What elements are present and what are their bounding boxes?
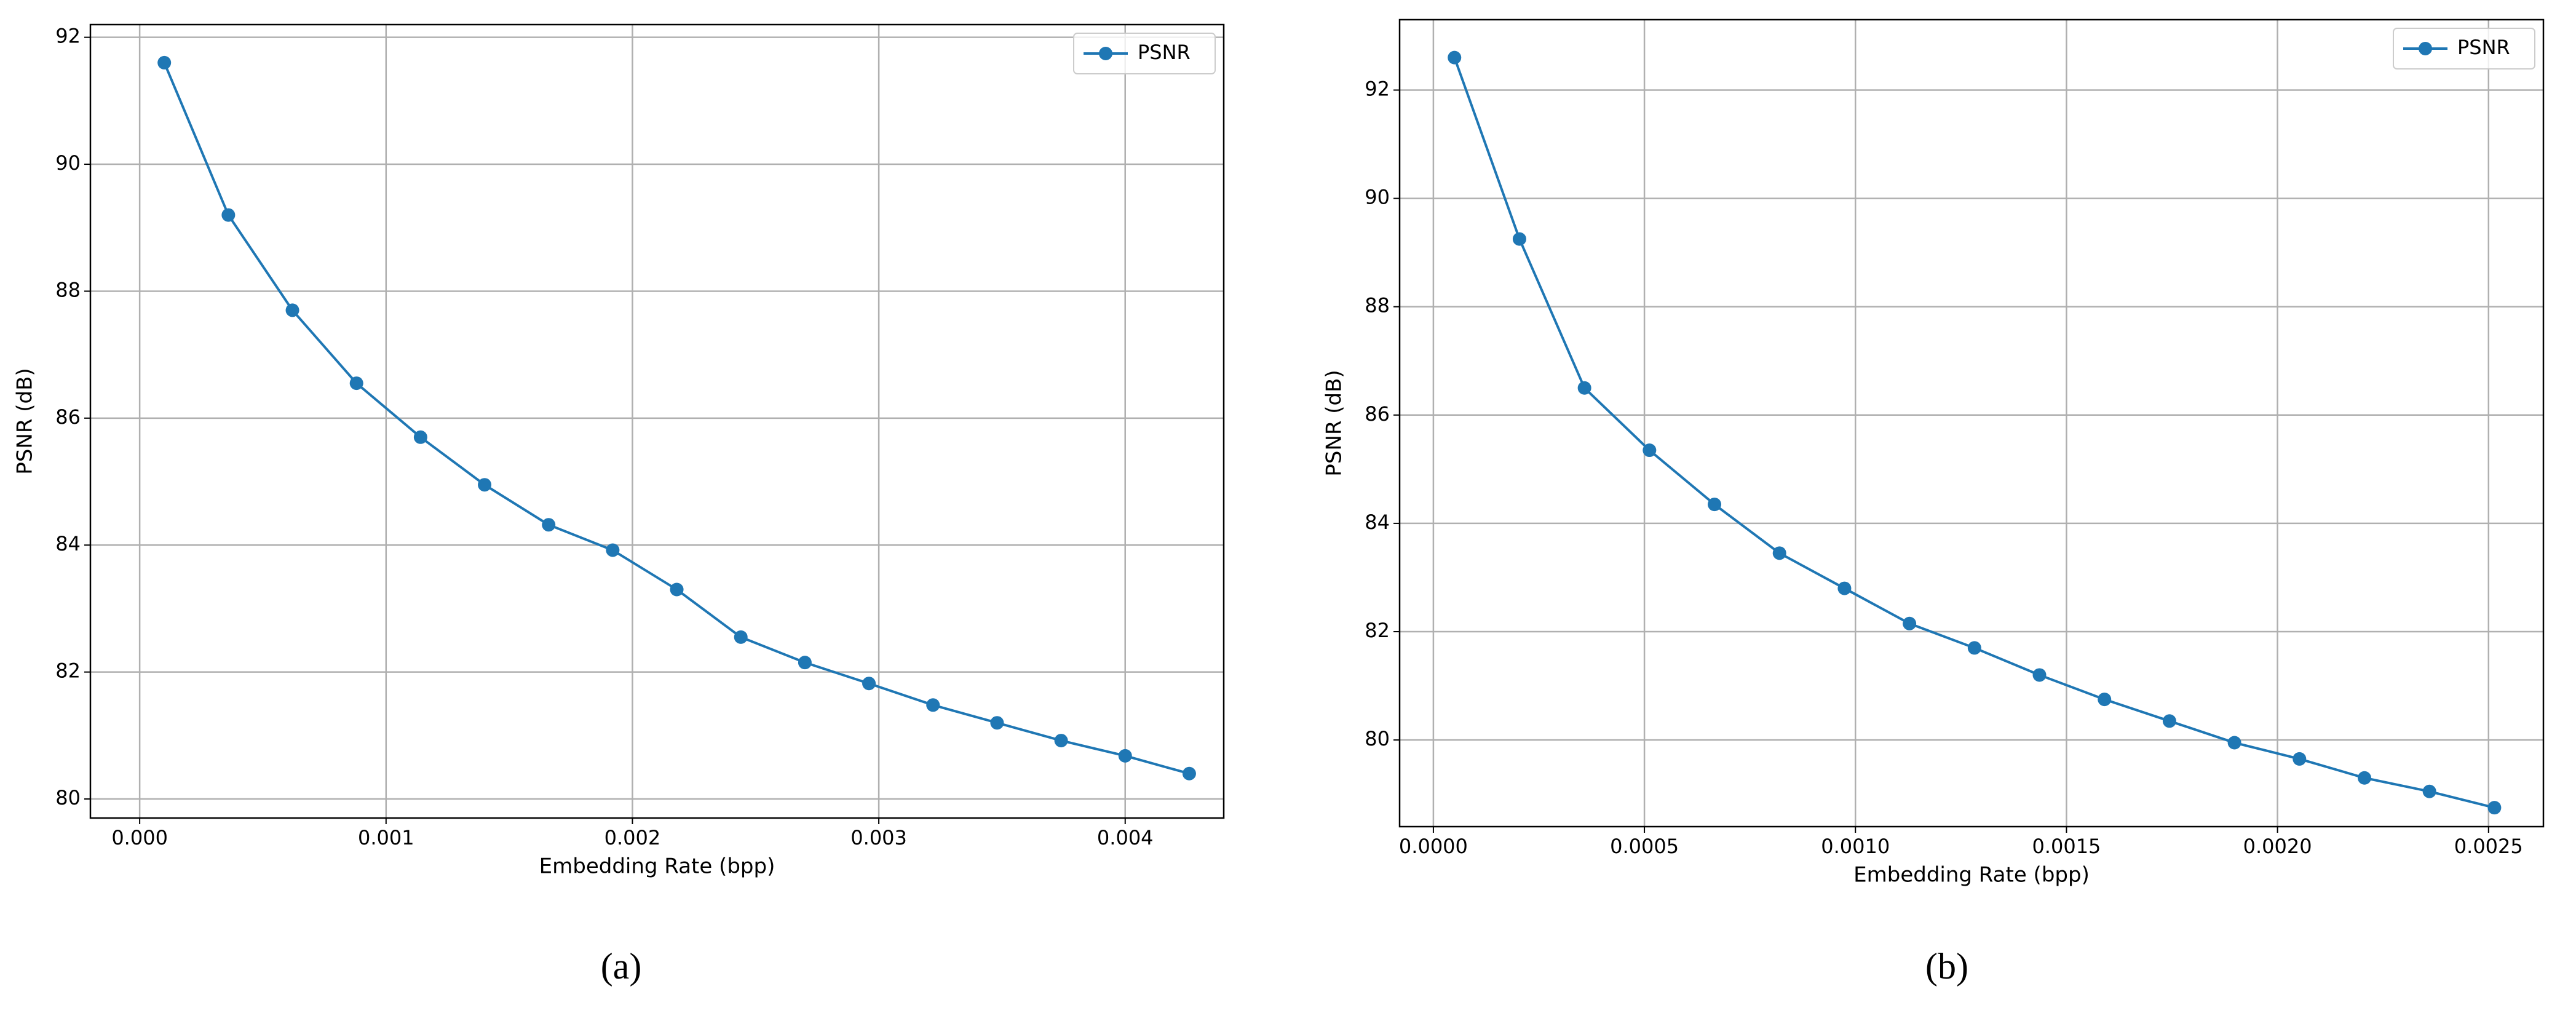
data-point	[1448, 50, 1462, 65]
y-tick-label: 88	[1365, 294, 1390, 317]
plot-frame	[89, 23, 1225, 819]
chart-panel: 0.000 0.001 0.002 0.003 0.004 80 82 84 86 88 90 92 E…	[13, 23, 1225, 987]
x-axis-label: Embedding Rate (bpp)	[539, 854, 775, 879]
data-point	[2227, 736, 2241, 750]
legend-label: PSNR	[1138, 41, 1191, 64]
panel-label: (b)	[1925, 946, 1968, 987]
data-point	[2032, 668, 2047, 682]
x-tick-label: 0.003	[850, 826, 907, 849]
y-tick-label: 84	[1365, 510, 1390, 534]
data-point	[1967, 641, 1981, 655]
data-point	[990, 716, 1004, 730]
y-tick-label: 90	[1365, 186, 1390, 209]
data-point	[221, 208, 236, 222]
legend-box	[2393, 28, 2535, 70]
data-point	[542, 518, 556, 532]
x-tick-label: 0.001	[358, 826, 414, 849]
plot-frame	[1398, 18, 2545, 828]
data-point	[285, 303, 299, 317]
data-point	[1118, 749, 1132, 763]
data-point	[2357, 771, 2371, 785]
y-tick-label: 88	[55, 278, 81, 301]
x-tick-label: 0.0005	[1610, 835, 1679, 858]
data-line	[1453, 57, 2495, 809]
data-point	[1182, 766, 1196, 781]
y-tick-label: 92	[55, 25, 81, 48]
data-point	[734, 630, 748, 644]
y-tick-label: 80	[55, 786, 81, 809]
data-point	[413, 430, 427, 444]
data-point	[349, 376, 363, 391]
data-point	[2487, 801, 2502, 815]
x-tick-label: 0.0015	[2032, 835, 2101, 858]
y-tick-label: 90	[55, 151, 81, 175]
x-tick-label: 0.0000	[1399, 835, 1468, 858]
panel-label: (a)	[601, 946, 642, 987]
data-point	[798, 656, 812, 670]
data-point	[157, 55, 172, 70]
x-axis-label: Embedding Rate (bpp)	[1853, 863, 2090, 888]
legend-box	[1073, 33, 1216, 74]
legend: PSNR	[1073, 33, 1216, 74]
legend-label: PSNR	[2457, 36, 2510, 59]
y-tick-label: 84	[55, 532, 81, 555]
x-tick-label: 0.004	[1097, 826, 1154, 849]
data-point	[1054, 734, 1068, 748]
data-point	[862, 677, 876, 691]
data-point	[1577, 381, 1591, 395]
legend-marker	[1099, 47, 1112, 60]
data-point	[2162, 714, 2176, 728]
y-tick-label: 92	[1365, 77, 1390, 100]
data-point	[2293, 752, 2307, 766]
y-axis-label: PSNR (dB)	[13, 368, 38, 474]
data-point	[1643, 443, 1657, 458]
data-point	[2422, 784, 2436, 798]
data-point	[670, 582, 684, 597]
x-tick-label: 0.0010	[1821, 835, 1890, 858]
y-tick-label: 82	[1365, 619, 1390, 642]
y-tick-label: 80	[1365, 727, 1390, 750]
legend-marker	[2419, 42, 2432, 55]
y-tick-label: 86	[55, 405, 81, 429]
y-axis-label: PSNR (dB)	[1322, 370, 1347, 476]
legend: PSNR	[2393, 28, 2535, 70]
data-point	[1903, 616, 1917, 630]
data-point	[606, 543, 620, 557]
x-tick-label: 0.000	[111, 826, 168, 849]
data-point	[1512, 232, 1526, 246]
y-tick-label: 82	[55, 659, 81, 683]
x-tick-label: 0.002	[604, 826, 661, 849]
data-point	[478, 478, 492, 492]
data-point	[926, 698, 940, 712]
data-point	[1772, 546, 1786, 560]
x-tick-label: 0.0025	[2454, 835, 2523, 858]
data-point	[1837, 581, 1852, 595]
data-point	[1708, 498, 1722, 512]
y-tick-label: 86	[1365, 402, 1390, 426]
chart-panel: 0.0000 0.0005 0.0010 0.0015 0.0020 0.0025 80 82…	[1322, 18, 2545, 987]
x-tick-label: 0.0020	[2243, 835, 2312, 858]
data-point	[2098, 693, 2112, 707]
